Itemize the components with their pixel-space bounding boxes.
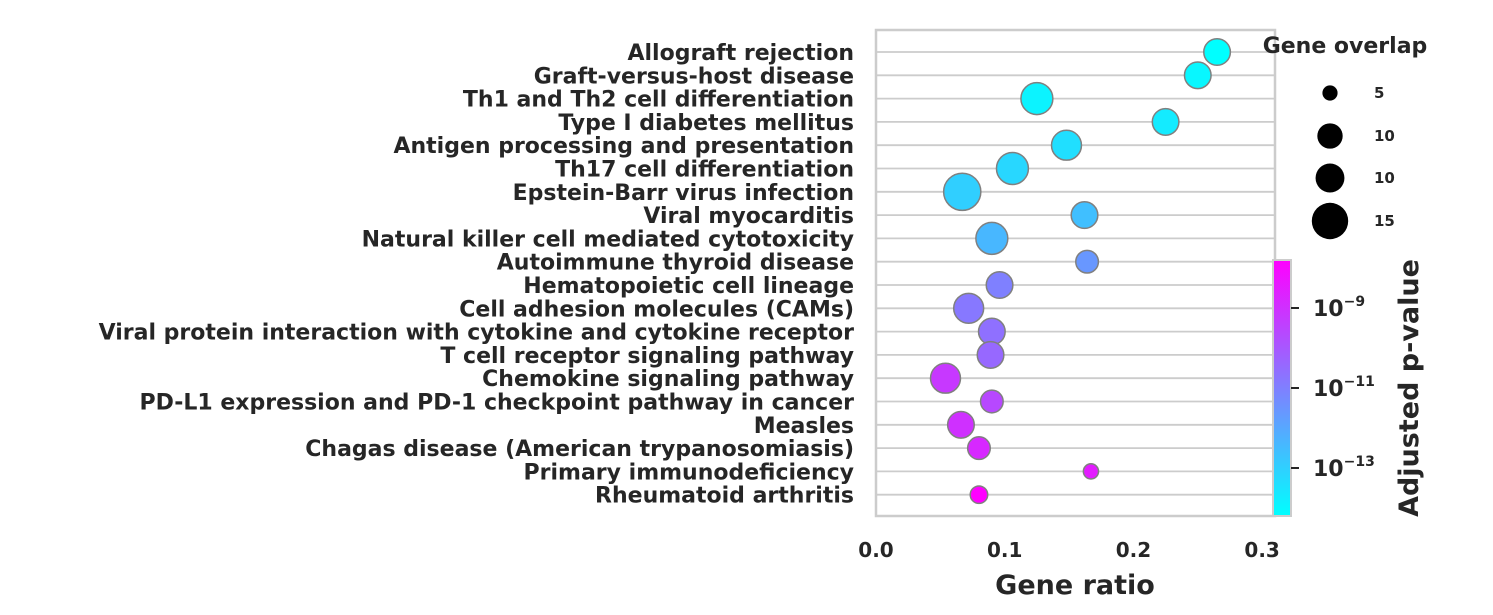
size-legend-label: 5	[1374, 84, 1384, 102]
size-legend-title: Gene overlap	[1263, 34, 1428, 59]
x-tick-label: 0.0	[858, 538, 893, 562]
data-point	[976, 340, 1005, 369]
data-point	[946, 410, 975, 439]
x-tick-label: 0.1	[987, 538, 1022, 562]
y-tick-label: Allograft rejection	[627, 41, 854, 66]
x-tick-label: 0.2	[1116, 538, 1151, 562]
gridlines	[876, 51, 1275, 496]
y-tick-label: Autoimmune thyroid disease	[497, 251, 854, 276]
colorbar	[1272, 259, 1292, 517]
data-point	[1082, 463, 1100, 480]
y-tick-label: Viral myocarditis	[643, 204, 854, 229]
data-points	[929, 37, 1232, 505]
size-legend: 5 10 10 15	[1311, 84, 1395, 240]
y-tick-label: Epstein-Barr virus infection	[513, 181, 854, 206]
x-axis-title: Gene ratio	[995, 570, 1155, 601]
y-tick-label: Th1 and Th2 cell differentiation	[463, 88, 854, 113]
colorbar-label: Adjusted p-value	[1394, 259, 1425, 517]
colorbar-tick-label: 10−11	[1313, 374, 1375, 402]
data-point	[1203, 37, 1232, 67]
size-legend-marker	[1322, 85, 1338, 101]
data-point	[1050, 129, 1083, 161]
data-point	[1020, 81, 1054, 116]
y-tick-label: T cell receptor signaling pathway	[440, 344, 854, 369]
y-tick-label: Hematopoietic cell lineage	[523, 274, 854, 299]
y-tick-label: Cell adhesion molecules (CAMs)	[459, 297, 854, 322]
y-tick-label: PD-L1 expression and PD-1 checkpoint pat…	[139, 391, 854, 416]
colorbar-ticks: 10−9 10−11 10−13	[1291, 294, 1375, 482]
data-point	[1075, 249, 1100, 274]
data-point	[942, 172, 982, 212]
y-tick-label: Type I diabetes mellitus	[558, 111, 854, 136]
size-legend-marker	[1315, 163, 1345, 193]
data-point	[1070, 201, 1099, 230]
colorbar-tick-label: 10−9	[1313, 294, 1365, 322]
y-tick-label: Th17 cell differentiation	[555, 158, 854, 183]
y-tick-label: Rheumatoid arthritis	[595, 484, 854, 509]
data-point	[975, 221, 1009, 256]
size-legend-marker	[1311, 202, 1349, 240]
colorbar-tick-label: 10−13	[1313, 454, 1375, 482]
data-point	[1183, 61, 1212, 90]
y-tick-label: Chagas disease (American trypanosomiasis…	[305, 437, 854, 462]
y-tick-label: Chemokine signaling pathway	[482, 367, 854, 392]
x-axis-ticks: 0.0 0.1 0.2 0.3	[858, 538, 1280, 562]
plot-frame	[874, 28, 1277, 518]
y-tick-label: Measles	[754, 414, 854, 439]
data-point	[1151, 107, 1180, 136]
y-tick-label: Antigen processing and presentation	[393, 134, 854, 159]
y-tick-label: Viral protein interaction with cytokine …	[99, 321, 855, 346]
data-point	[995, 151, 1030, 186]
size-legend-label: 15	[1374, 212, 1395, 230]
x-tick-label: 0.3	[1244, 538, 1279, 562]
size-legend-label: 10	[1374, 127, 1395, 145]
data-point	[979, 389, 1004, 414]
size-legend-marker	[1317, 123, 1343, 149]
data-point	[952, 292, 985, 325]
data-point	[966, 436, 992, 461]
y-tick-label: Natural killer cell mediated cytotoxicit…	[362, 227, 854, 252]
y-tick-label: Primary immunodeficiency	[524, 460, 854, 485]
size-legend-label: 10	[1374, 169, 1395, 187]
y-tick-label: Graft-versus-host disease	[534, 64, 854, 89]
data-point	[969, 485, 989, 505]
data-point	[929, 362, 962, 394]
data-point	[985, 270, 1014, 300]
